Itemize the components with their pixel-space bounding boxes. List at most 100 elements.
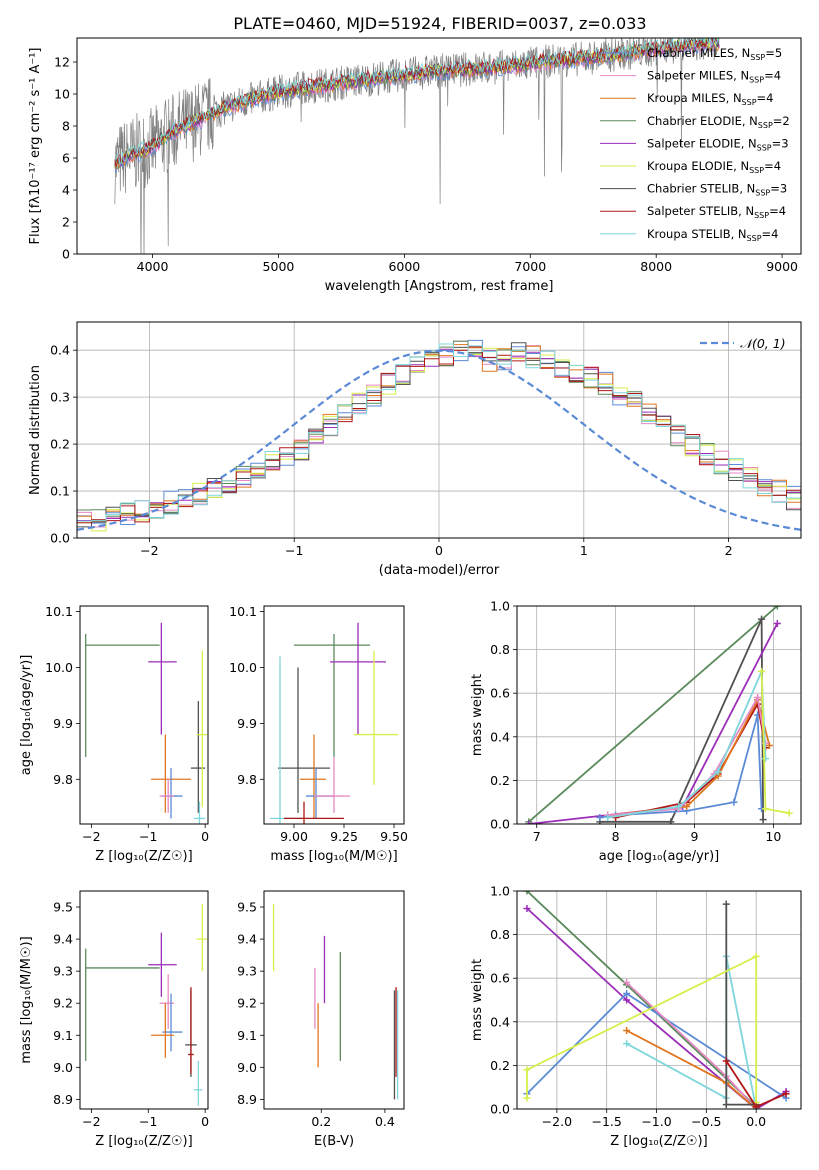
- figure-title: PLATE=0460, MJD=51924, FIBERID=0037, z=0…: [233, 14, 646, 33]
- y-axis-label: Flux [fλ10⁻¹⁷ erg cm⁻² s⁻¹ A⁻¹]: [28, 48, 43, 245]
- y-tick-label: 9.1: [53, 1028, 73, 1043]
- model-spectrum-line: [114, 38, 720, 166]
- mass-vs-Z-panel: −2 −1 0 8.9 9.0 9.1 9.2 9.3 9.4 9.5 Z [log₁₀(Z/Z☉)…: [19, 890, 209, 1149]
- plus-marker: [623, 979, 631, 987]
- x-axis-label: Z [log₁₀(Z/Z☉)]: [610, 1134, 707, 1149]
- axes-frame: [516, 605, 802, 825]
- age-vs-mass-panel: 9.00 9.25 9.50 9.8 9.9 10.0 10.1 mass [log₁₀(M/…: [229, 604, 408, 864]
- mass-vs-ebv-panel: 0.2 0.4 8.9 9.0 9.1 9.2 9.3 9.4 9.5 E(B-V): [237, 890, 405, 1149]
- x-tick-label: 2: [725, 543, 733, 558]
- x-tick-label: 9.50: [380, 829, 408, 844]
- y-tick-label: 9.0: [53, 1060, 73, 1075]
- y-tick-label: 0.2: [490, 1058, 510, 1073]
- y-tick-label: 0.4: [490, 1014, 510, 1029]
- plus-marker: [785, 809, 793, 817]
- legend-entry: Kroupa STELIB, NSSP=4: [647, 227, 778, 243]
- y-tick-label: 9.5: [237, 900, 257, 915]
- histogram-step: [77, 343, 801, 538]
- y-tick-label: 0.0: [50, 531, 70, 546]
- x-tick-label: 9.00: [280, 829, 308, 844]
- y-axis-label: Normed distribution: [28, 365, 43, 495]
- plus-marker: [758, 615, 766, 623]
- y-tick-label: 0.2: [50, 437, 70, 452]
- plus-marker: [523, 1066, 531, 1074]
- plus-marker: [752, 1103, 760, 1109]
- x-tick-label: −2: [82, 1114, 100, 1129]
- legend-entry: Chabrier MILES, NSSP=5: [647, 46, 782, 62]
- plus-marker: [623, 1040, 631, 1048]
- y-tick-label: 0.1: [50, 484, 70, 499]
- legend-entry: Salpeter STELIB, NSSP=4: [647, 204, 786, 220]
- y-tick-label: 4: [62, 183, 70, 198]
- x-tick-label: 0: [201, 1114, 209, 1129]
- x-axis-label: (data-model)/error: [379, 563, 500, 578]
- model-spectrum-line: [114, 38, 720, 170]
- y-tick-label: 9.0: [237, 1060, 257, 1075]
- plus-marker: [773, 606, 781, 610]
- axes-frame: [516, 890, 802, 1110]
- y-tick-label: 12: [54, 55, 70, 70]
- y-tick-label: 6: [62, 151, 70, 166]
- y-tick-label: 9.9: [53, 716, 73, 731]
- legend-entry: Kroupa ELODIE, NSSP=4: [647, 159, 781, 175]
- x-tick-label: 9000: [766, 259, 798, 274]
- x-axis-label: age [log₁₀(age/yr)]: [599, 849, 720, 864]
- x-tick-label: −1: [139, 829, 157, 844]
- y-tick-label: 0: [62, 247, 70, 262]
- x-tick-label: 0: [435, 543, 443, 558]
- y-tick-label: 9.4: [53, 932, 73, 947]
- y-tick-label: 10.0: [45, 660, 73, 675]
- y-axis-label: mass weight: [470, 959, 485, 1041]
- x-axis-label: E(B-V): [314, 1134, 354, 1149]
- plus-marker: [596, 813, 604, 821]
- legend-entry: Salpeter ELODIE, NSSP=3: [647, 136, 789, 152]
- legend-entry: Chabrier STELIB, NSSP=3: [647, 182, 787, 198]
- x-tick-label: 0.4: [375, 1114, 395, 1129]
- spectrum-legend: Chabrier MILES, NSSP=5 Salpeter MILES, NS…: [600, 46, 790, 243]
- x-tick-label: −1.0: [641, 1114, 671, 1129]
- spectrum-plot-area: [114, 38, 720, 254]
- legend-entry: Kroupa MILES, NSSP=4: [647, 91, 773, 107]
- y-tick-label: 10.1: [229, 604, 257, 619]
- residuals-legend: 𝒩(0, 1): [700, 336, 786, 351]
- plus-marker: [759, 816, 767, 824]
- plot-area: [523, 891, 790, 1109]
- plus-marker: [623, 996, 631, 1004]
- x-tick-label: 7000: [514, 259, 546, 274]
- plus-marker: [523, 1094, 531, 1102]
- legend-entry: Salpeter MILES, NSSP=4: [647, 69, 781, 85]
- y-axis-label: mass weight: [470, 674, 485, 756]
- x-tick-label: −1: [285, 543, 303, 558]
- y-tick-label: 0.4: [50, 343, 70, 358]
- plus-marker: [722, 1101, 730, 1109]
- x-tick-label: −2.0: [542, 1114, 572, 1129]
- x-tick-label: −2: [82, 829, 100, 844]
- x-tick-label: 10: [765, 829, 781, 844]
- plot-area: [270, 622, 398, 824]
- y-tick-label: 9.1: [237, 1028, 257, 1043]
- age-vs-Z-panel: −2 −1 0 9.8 9.9 10.0 10.1 Z [log₁₀(Z/Z☉)] age [l…: [19, 604, 209, 864]
- x-tick-label: −1: [139, 1114, 157, 1129]
- plus-marker: [714, 768, 722, 776]
- plus-marker: [523, 904, 531, 912]
- y-tick-label: 0.0: [490, 817, 510, 832]
- plus-marker: [683, 803, 691, 811]
- weight-line: [615, 701, 767, 819]
- plot-area: [272, 903, 399, 1100]
- plus-marker: [762, 755, 769, 763]
- axes-frame: [263, 890, 405, 1110]
- plus-marker: [523, 891, 531, 895]
- model-spectrum-line: [114, 38, 718, 167]
- x-axis-label: Z [log₁₀(Z/Z☉)]: [95, 1134, 192, 1149]
- y-axis-label: age [log₁₀(age/yr)]: [19, 655, 34, 776]
- x-tick-label: 9: [691, 829, 699, 844]
- spectrum-panel: 4000 5000 6000 7000 8000 9000 0 2 4 6 8 10 12 wavelen…: [28, 37, 802, 294]
- x-tick-label: 8: [612, 829, 620, 844]
- plus-marker: [782, 1090, 790, 1098]
- plus-marker: [762, 805, 769, 813]
- plus-marker: [773, 619, 781, 627]
- plus-marker: [722, 900, 730, 908]
- x-tick-label: 9.25: [330, 829, 358, 844]
- y-axis-label: mass [log₁₀(M/M☉)]: [19, 936, 34, 1063]
